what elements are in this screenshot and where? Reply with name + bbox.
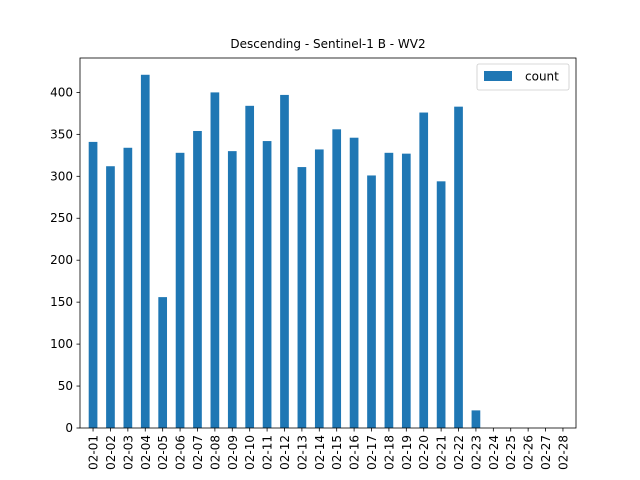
bar-02-01 — [88, 141, 98, 428]
bars-group — [88, 74, 481, 429]
x-tick-label: 02-22 — [452, 435, 466, 470]
bar-02-13 — [297, 167, 307, 428]
x-tick-label: 02-27 — [539, 435, 553, 470]
x-tick-label: 02-04 — [139, 435, 153, 470]
x-tick-label: 02-08 — [208, 435, 222, 470]
bar-02-22 — [454, 106, 463, 428]
x-tick-label: 02-12 — [278, 435, 292, 470]
x-tick-label: 02-16 — [348, 435, 362, 470]
x-tick-label: 02-06 — [174, 435, 188, 470]
y-tick-label: 50 — [58, 379, 73, 393]
x-tick-label: 02-10 — [243, 435, 257, 470]
y-tick-label: 400 — [50, 85, 73, 99]
legend-label: count — [525, 70, 559, 84]
bar-02-18 — [384, 152, 394, 428]
x-tick-label: 02-02 — [104, 435, 118, 470]
x-tick-label: 02-21 — [435, 435, 449, 470]
bar-02-05 — [158, 297, 168, 428]
x-tick-label: 02-28 — [556, 435, 570, 470]
bar-02-09 — [227, 151, 237, 428]
x-tick-label: 02-19 — [400, 435, 414, 470]
x-tick-label: 02-17 — [365, 435, 379, 470]
bar-02-21 — [436, 181, 446, 428]
x-tick-label: 02-18 — [382, 435, 396, 470]
y-tick-label: 150 — [50, 295, 73, 309]
y-axis: 0 50 100 150 200 250 300 350 400 — [50, 85, 80, 435]
bar-02-15 — [332, 129, 342, 428]
x-axis: 02-01 02-02 02-03 02-04 02-05 02-06 02-07 02-08… — [87, 428, 570, 470]
y-tick-label: 200 — [50, 253, 73, 267]
x-tick-label: 02-05 — [156, 435, 170, 470]
x-tick-label: 02-09 — [226, 435, 240, 470]
bar-02-19 — [401, 153, 411, 428]
x-tick-label: 02-01 — [87, 435, 101, 470]
x-tick-label: 02-14 — [313, 435, 327, 470]
bar-02-23 — [471, 410, 481, 428]
x-tick-label: 02-20 — [417, 435, 431, 470]
bar-02-12 — [280, 94, 289, 429]
bar-02-16 — [349, 137, 359, 428]
x-tick-label: 02-26 — [522, 435, 536, 470]
bar-02-02 — [106, 166, 115, 429]
legend-swatch — [484, 71, 512, 81]
legend-box — [476, 63, 570, 91]
x-tick-label: 02-07 — [191, 435, 205, 470]
bar-02-08 — [210, 92, 220, 429]
legend: count — [476, 63, 570, 91]
plot-frame — [79, 57, 577, 429]
x-tick-label: 02-24 — [487, 435, 501, 470]
bar-02-20 — [419, 112, 429, 428]
x-tick-label: 02-03 — [121, 435, 135, 470]
bar-02-07 — [193, 130, 202, 429]
bar-02-04 — [140, 74, 150, 428]
x-tick-label: 02-15 — [330, 435, 344, 470]
y-tick-label: 250 — [50, 211, 73, 225]
bar-02-03 — [123, 147, 133, 428]
bar-02-17 — [367, 175, 376, 428]
y-tick-label: 0 — [65, 421, 73, 435]
x-tick-label: 02-13 — [295, 435, 309, 470]
x-tick-label: 02-25 — [504, 435, 518, 470]
chart-title: Descending - Sentinel-1 B - WV2 — [230, 37, 425, 51]
bar-02-14 — [314, 149, 324, 428]
x-tick-label: 02-23 — [469, 435, 483, 470]
bar-02-11 — [262, 141, 272, 428]
y-tick-label: 100 — [50, 337, 73, 351]
y-tick-label: 300 — [50, 169, 73, 183]
x-tick-label: 02-11 — [261, 435, 275, 470]
bar-02-10 — [245, 105, 255, 428]
y-tick-label: 350 — [50, 127, 73, 141]
bar-02-06 — [175, 152, 185, 428]
